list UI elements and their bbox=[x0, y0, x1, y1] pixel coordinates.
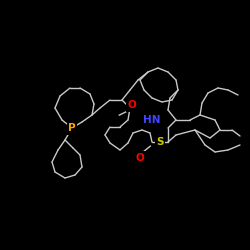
Text: P: P bbox=[68, 123, 76, 133]
Text: HN: HN bbox=[143, 115, 161, 125]
Text: O: O bbox=[136, 153, 144, 163]
Text: S: S bbox=[156, 137, 164, 147]
Text: O: O bbox=[128, 100, 136, 110]
